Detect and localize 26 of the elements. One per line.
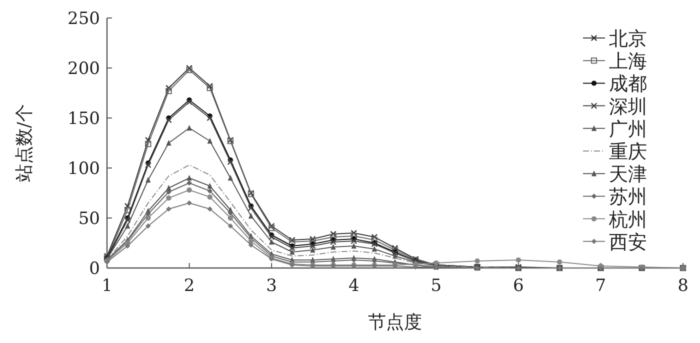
x-tick-label: 2 <box>184 276 195 296</box>
y-axis-title: 站点数/个 <box>14 104 35 182</box>
y-tick-label: 0 <box>89 259 100 279</box>
x-tick-label: 4 <box>348 276 360 296</box>
y-tick-label: 100 <box>68 159 100 179</box>
x-axis-title: 节点度 <box>368 312 422 333</box>
x-tick-label: 7 <box>595 276 606 296</box>
x-tick-label: 5 <box>430 276 442 296</box>
legend-label: 杭州 <box>608 208 647 231</box>
legend-label: 重庆 <box>609 141 647 163</box>
legend-label: 深圳 <box>609 96 647 118</box>
legend-label: 成都 <box>609 73 647 96</box>
x-tick-label: 3 <box>266 276 277 296</box>
y-tick-label: 250 <box>68 9 100 29</box>
legend-label: 西安 <box>609 231 647 254</box>
legend-label: 天津 <box>609 164 647 186</box>
y-tick-label: 50 <box>78 209 100 229</box>
y-tick-label: 200 <box>68 59 100 79</box>
legend-label: 北京 <box>609 28 647 50</box>
legend-label: 苏州 <box>609 186 647 208</box>
legend-label: 广州 <box>609 118 647 140</box>
legend-label: 上海 <box>609 50 647 73</box>
x-tick-label: 8 <box>678 276 688 296</box>
x-tick-label: 6 <box>513 276 524 296</box>
y-tick-label: 150 <box>68 109 100 129</box>
x-tick-label: 1 <box>102 276 112 296</box>
